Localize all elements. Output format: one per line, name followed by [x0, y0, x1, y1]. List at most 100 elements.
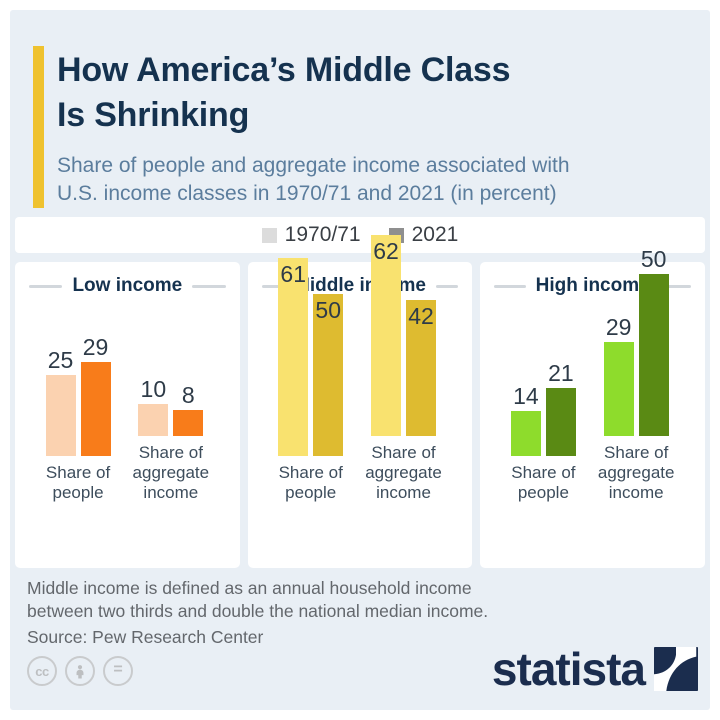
- bar-group-label: Share of people: [46, 463, 110, 503]
- bar-wrap: 25: [45, 347, 76, 456]
- bar-group: 61 50 Share of people: [278, 258, 344, 503]
- bar-wrap: 10: [138, 376, 169, 436]
- bar-group-label: Share of aggregate income: [365, 443, 442, 503]
- bar-value-label: 21: [548, 360, 574, 386]
- bar-value-label: 50: [315, 297, 342, 323]
- chart-high-income: 14 21 Share of people 29 50 Share of aggregate i…: [480, 246, 705, 503]
- legend-swatch-icon: [261, 227, 277, 243]
- source-line: Source: Pew Research Center: [27, 627, 264, 647]
- bar-group-label: Share of people: [511, 463, 575, 503]
- title-dash: [261, 284, 285, 288]
- equals-icon: =: [103, 656, 133, 686]
- group-label-line: income: [376, 483, 431, 502]
- bar-2021: [638, 274, 669, 436]
- bar-group-label: Share of people: [279, 463, 343, 503]
- group-label-line: aggregate: [597, 463, 675, 482]
- bar-wrap: 50: [638, 246, 669, 436]
- group-label-line: people: [517, 483, 569, 502]
- bar-group: 25 29 Share of people: [45, 334, 111, 503]
- title-dash: [659, 284, 692, 288]
- bar-group: 29 50 Share of aggregate income: [598, 246, 675, 503]
- bar-1970-71: [138, 404, 169, 436]
- subtitle-line-1: Share of people and aggregate income ass…: [57, 154, 570, 177]
- bar-pair: 61 50: [278, 258, 344, 456]
- group-label-line: Share of: [604, 443, 669, 462]
- chart-low-income: 25 29 Share of people 10 8 Share of aggregate in…: [15, 297, 240, 503]
- statista-logo-icon: [654, 647, 698, 691]
- bar-value-label: 8: [181, 382, 195, 408]
- bar-value-label: 29: [605, 314, 632, 340]
- bar-1970-71: 61: [278, 258, 309, 456]
- bar-group: 10 8 Share of aggregate income: [133, 376, 210, 503]
- bar-1970-71: 62: [371, 235, 401, 436]
- bar-wrap: 42: [406, 300, 436, 436]
- panel-title-row: High income: [494, 275, 692, 297]
- bar-wrap: 50: [313, 294, 344, 456]
- legend-label: 1970/71: [284, 223, 361, 246]
- group-label-line: Share of: [278, 463, 343, 482]
- bar-1970-71: [510, 411, 541, 456]
- bar-2021: 50: [313, 294, 344, 456]
- panel-low-income: Low income 25 29 Share of people 10 8 Share of a…: [15, 262, 240, 568]
- bar-group-label: Share of aggregate income: [598, 443, 675, 503]
- bar-1970-71: [603, 342, 634, 436]
- footnote-line-1: Middle income is defined as an annual ho…: [27, 578, 472, 598]
- panels-row: Low income 25 29 Share of people 10 8 Share of a…: [15, 235, 706, 568]
- bar-value-label: 42: [408, 303, 434, 329]
- header: How America’s Middle Class Is Shrinking …: [33, 46, 695, 208]
- bar-value-label: 50: [640, 246, 667, 272]
- group-label-line: Share of: [45, 463, 111, 482]
- title-dash: [494, 284, 526, 288]
- bar-wrap: 8: [173, 382, 204, 436]
- panel-title: High income: [535, 275, 650, 296]
- legend: 1970/71 2021: [15, 217, 705, 253]
- bar-wrap: 29: [80, 334, 111, 456]
- bar-2021: 42: [406, 300, 436, 436]
- panel-middle-income: Middle income 61 50 Share of people 62 42 Share…: [247, 235, 473, 568]
- title-line-1: How America’s Middle Class: [57, 51, 511, 89]
- bar-2021: [545, 388, 576, 456]
- legend-item-1970-71: 1970/71: [261, 223, 361, 247]
- title-dash: [29, 284, 63, 288]
- subtitle-line-2: U.S. income classes in 1970/71 and 2021 …: [57, 182, 557, 205]
- group-label-line: Share of: [511, 463, 576, 482]
- footnote-line-2: between two thirds and double the nation…: [27, 601, 489, 621]
- bar-group-label: Share of aggregate income: [133, 443, 210, 503]
- bar-value-label: 61: [280, 261, 307, 287]
- group-label-line: people: [285, 483, 337, 502]
- panel-title: Low income: [72, 275, 183, 296]
- title-dash: [192, 284, 226, 288]
- title-line-2: Is Shrinking: [57, 96, 250, 134]
- bar-value-label: 14: [513, 383, 539, 409]
- cc-license-row: cc =: [27, 656, 133, 686]
- bar-pair: 25 29: [45, 334, 111, 456]
- bar-pair: 62 42: [371, 235, 436, 436]
- bar-2021: [173, 410, 204, 436]
- group-label-line: aggregate: [132, 463, 210, 482]
- statista-wordmark: statista: [491, 643, 646, 695]
- panel-high-income: High income 14 21 Share of people 29 50 Share o…: [480, 246, 706, 568]
- bar-wrap: 29: [603, 314, 634, 436]
- infographic-canvas: How America’s Middle Class Is Shrinking …: [10, 10, 710, 710]
- bar-pair: 29 50: [603, 246, 669, 436]
- page-title: How America’s Middle Class Is Shrinking: [57, 48, 570, 138]
- cc-icon: cc: [27, 656, 57, 686]
- bar-group: 14 21 Share of people: [510, 360, 576, 503]
- bar-value-label: 25: [47, 347, 74, 373]
- group-label-line: people: [52, 483, 104, 502]
- bar-wrap: 61: [278, 258, 309, 456]
- bar-wrap: 62: [371, 235, 401, 436]
- bar-pair: 14 21: [510, 360, 576, 456]
- group-label-line: Share of: [138, 443, 203, 462]
- bar-group: 62 42 Share of aggregate income: [365, 235, 442, 503]
- legend-label: 2021: [411, 223, 459, 246]
- group-label-line: income: [143, 483, 199, 502]
- bar-1970-71: [45, 375, 76, 456]
- bar-pair: 10 8: [138, 376, 204, 436]
- footnote: Middle income is defined as an annual ho…: [27, 577, 488, 623]
- accent-bar: [33, 46, 44, 208]
- bar-value-label: 62: [373, 238, 399, 264]
- bar-value-label: 29: [82, 334, 109, 360]
- panel-title-row: Low income: [29, 275, 226, 297]
- bar-2021: [80, 362, 111, 456]
